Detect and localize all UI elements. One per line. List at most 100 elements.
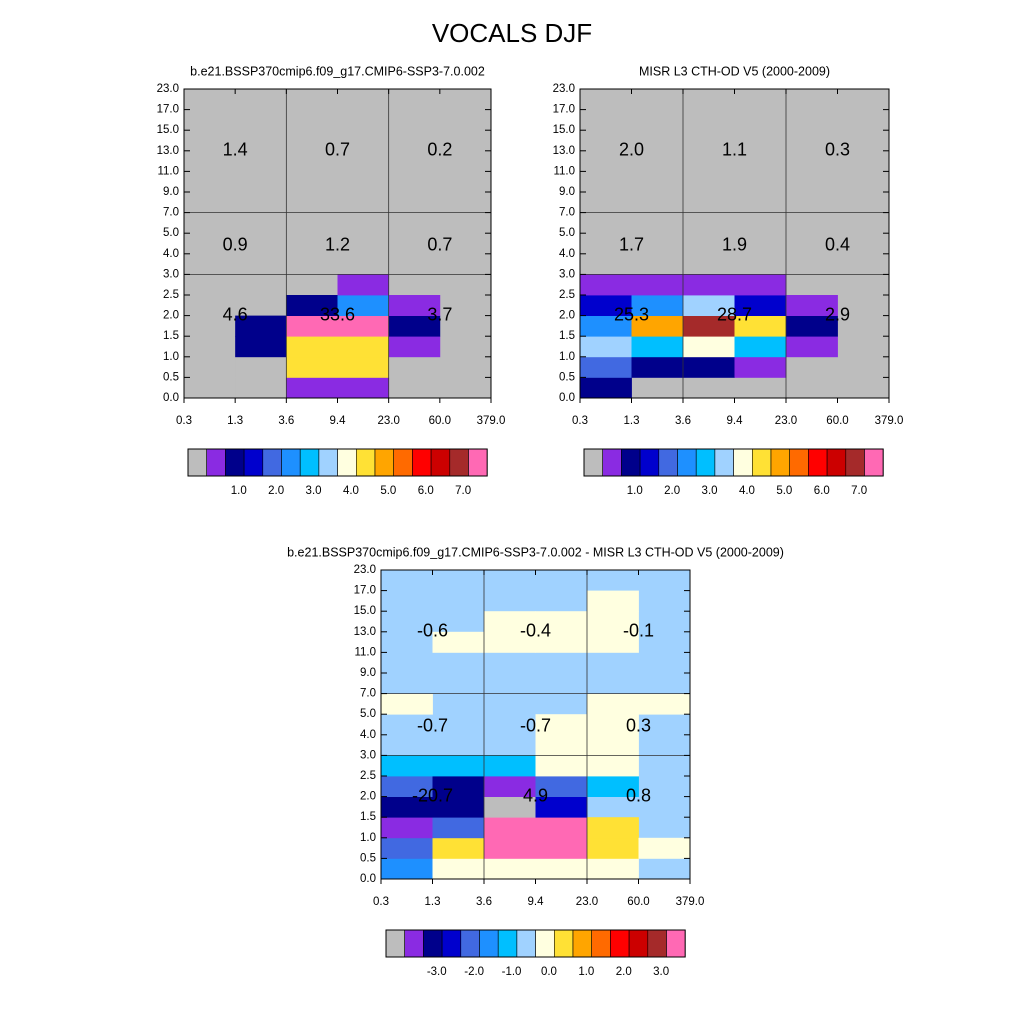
- colorbar: -3.0 -2.0 -1.0 0.0 1.0 2.0 3.0: [385, 929, 686, 978]
- colorbar-label: 2.0: [616, 966, 632, 978]
- x-tick-label: 1.3: [624, 415, 640, 427]
- heatmap-cell: [535, 796, 588, 818]
- colorbar-box: [647, 929, 667, 958]
- region-sum-label: 3.7: [427, 304, 452, 324]
- colorbar-frame: [583, 448, 884, 477]
- y-tick-label: 11.0: [354, 646, 376, 658]
- heatmap-cell: [734, 356, 787, 378]
- heatmap-cell: [535, 817, 588, 839]
- heatmap-cell: [638, 693, 691, 715]
- colorbar-box: [225, 448, 245, 477]
- heatmap-cell: [235, 377, 287, 399]
- heatmap-cell: [587, 734, 639, 756]
- colorbar-label: 5.0: [776, 485, 792, 497]
- region-sum-label: 1.7: [619, 234, 644, 254]
- panel-title: b.e21.BSSP370cmip6.f09_g17.CMIP6-SSP3-7.…: [190, 64, 485, 78]
- x-tick-label: 379.0: [676, 896, 705, 908]
- heatmap-cell: [535, 611, 588, 633]
- heatmap-cell: [381, 693, 433, 715]
- colorbar-frame: [385, 929, 686, 958]
- y-tick-label: 1.5: [360, 811, 376, 823]
- region-sum-label: 4.9: [523, 785, 548, 805]
- heatmap-cell: [631, 274, 684, 296]
- heatmap-cell: [286, 315, 338, 337]
- colorbar-box: [441, 929, 462, 958]
- region-sum-label: 1.1: [722, 140, 747, 160]
- colorbar-label: -3.0: [427, 966, 447, 978]
- heatmap-cell: [631, 295, 684, 316]
- region-sum-label: 25.3: [614, 304, 649, 324]
- x-tick-label: 23.0: [377, 415, 399, 427]
- colorbar-box: [516, 929, 536, 958]
- colorbar-box: [639, 448, 660, 477]
- y-tick-label: 1.0: [360, 832, 376, 844]
- y-tick-label: 11.0: [553, 165, 575, 177]
- y-tick-label: 5.0: [559, 227, 575, 239]
- heatmap-cell: [587, 714, 639, 736]
- heatmap-cell: [587, 755, 639, 777]
- colorbar-box: [826, 448, 847, 477]
- y-tick-label: 3.0: [360, 749, 376, 761]
- heatmap-cell: [587, 817, 639, 839]
- y-tick-label: 4.0: [360, 729, 376, 741]
- heatmap-cell: [484, 858, 536, 880]
- heatmap-cell: [580, 274, 632, 296]
- colorbar: 1.0 2.0 3.0 4.0 5.0 6.0 7.0: [187, 448, 488, 497]
- colorbar-box: [658, 448, 678, 477]
- heatmap-cell: [786, 336, 838, 358]
- colorbar-box: [770, 448, 791, 477]
- y-tick-label: 0.5: [360, 852, 376, 864]
- heatmap-cell: [381, 817, 433, 839]
- y-tick-label: 2.5: [163, 289, 179, 301]
- y-tick-label: 23.0: [157, 83, 179, 95]
- region-sum-label: 33.6: [320, 304, 355, 324]
- y-tick-label: 4.0: [163, 248, 179, 260]
- colorbar-box: [206, 448, 226, 477]
- region-sum-label: -0.1: [623, 621, 654, 641]
- colorbar-label: 1.0: [578, 966, 594, 978]
- y-tick-label: 3.0: [559, 268, 575, 280]
- colorbar-box: [479, 929, 499, 958]
- colorbar-label: 2.0: [664, 485, 680, 497]
- y-tick-label: 2.5: [360, 770, 376, 782]
- heatmap-cell: [484, 817, 536, 839]
- heatmap-cell: [337, 315, 390, 337]
- heatmap-cell: [235, 315, 287, 337]
- heatmap-cell: [484, 631, 536, 653]
- y-tick-label: 17.0: [157, 104, 179, 116]
- x-tick-label: 23.0: [775, 415, 797, 427]
- heatmap-cell: [235, 336, 287, 358]
- colorbar-label: -1.0: [502, 966, 522, 978]
- x-tick-label: 9.4: [330, 415, 347, 427]
- heatmap-cell: [638, 837, 691, 859]
- region-sum-label: 0.3: [825, 140, 850, 160]
- heatmap-cell: [580, 377, 632, 399]
- y-tick-label: 17.0: [354, 585, 376, 597]
- y-tick-label: 0.0: [163, 392, 179, 404]
- region-sum-label: 0.2: [427, 140, 452, 160]
- panel-title: b.e21.BSSP370cmip6.f09_g17.CMIP6-SSP3-7.…: [287, 545, 784, 559]
- colorbar-box: [430, 448, 451, 477]
- y-tick-label: 0.0: [559, 392, 575, 404]
- heatmap-cell: [683, 315, 735, 337]
- y-tick-label: 4.0: [559, 248, 575, 260]
- heatmap-cell: [337, 295, 390, 316]
- y-tick-label: 15.0: [354, 605, 376, 617]
- heatmap-cell: [432, 755, 485, 777]
- y-tick-label: 7.0: [163, 207, 179, 219]
- colorbar-label: 0.0: [541, 966, 557, 978]
- y-tick-label: 15.0: [553, 124, 575, 136]
- colorbar-label: 3.0: [653, 966, 669, 978]
- colorbar-box: [621, 448, 641, 477]
- colorbar-box: [385, 929, 406, 958]
- heatmap-cell: [587, 693, 639, 715]
- colorbar-box: [572, 929, 593, 958]
- heatmap-cell: [432, 776, 485, 797]
- heatmap-cell: [631, 356, 684, 378]
- y-tick-label: 13.0: [553, 145, 575, 157]
- x-tick-label: 3.6: [675, 415, 691, 427]
- y-tick-label: 1.5: [163, 330, 179, 342]
- heatmap-cell: [587, 611, 639, 633]
- heatmap-cell: [580, 336, 632, 358]
